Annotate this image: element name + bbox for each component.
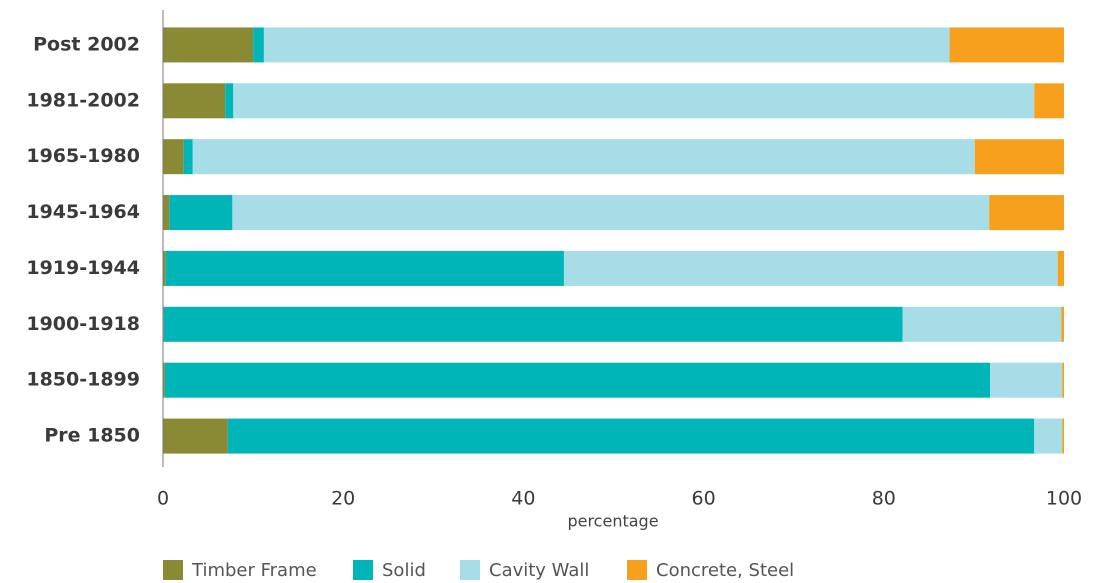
- bar-segment: [169, 195, 233, 231]
- bar-segment: [163, 362, 165, 398]
- bar-segment: [163, 195, 170, 231]
- legend-swatch: [460, 560, 480, 580]
- bar-segment: [164, 362, 991, 398]
- bar-segment: [1062, 362, 1064, 398]
- legend-swatch: [353, 560, 373, 580]
- bar-segment: [163, 306, 903, 342]
- bar-segment: [163, 139, 184, 175]
- bar-segment: [1034, 418, 1063, 454]
- x-tick-label: 60: [692, 488, 716, 510]
- legend-label: Solid: [382, 560, 426, 581]
- bar-segment: [1061, 306, 1064, 342]
- bar-segment: [163, 83, 226, 119]
- bar-segment: [225, 83, 234, 119]
- y-tick-label: 1919-1944: [26, 257, 140, 279]
- legend-swatch: [627, 560, 647, 580]
- bar-segment: [974, 139, 1064, 175]
- bar-segment: [253, 27, 264, 63]
- bar-segment: [233, 83, 1035, 119]
- legend-label: Timber Frame: [191, 560, 317, 581]
- bar-segment: [902, 306, 1062, 342]
- bar-segment: [165, 250, 564, 286]
- bar-segment: [163, 27, 254, 63]
- bar-segment: [163, 418, 228, 454]
- y-tick-label: 1965-1980: [26, 145, 140, 167]
- bar-segment: [563, 250, 1058, 286]
- bar-segment: [163, 250, 166, 286]
- bar-segment: [989, 195, 1064, 231]
- bar-segment: [1057, 250, 1064, 286]
- y-tick-label: Pre 1850: [44, 425, 140, 447]
- x-tick-label: 0: [157, 488, 169, 510]
- x-axis-title: percentage: [567, 512, 658, 531]
- legend-swatch: [163, 560, 183, 580]
- y-tick-label: 1900-1918: [26, 313, 140, 335]
- bar-segment: [949, 27, 1064, 63]
- bar-segment: [227, 418, 1035, 454]
- legend-label: Concrete, Steel: [656, 560, 794, 581]
- bar-segment: [263, 27, 950, 63]
- y-tick-label: 1850-1899: [26, 369, 140, 391]
- bar-segment: [1034, 83, 1064, 119]
- bar-segment: [1062, 418, 1064, 454]
- x-tick-label: 40: [511, 488, 535, 510]
- x-tick-label: 100: [1046, 488, 1082, 510]
- x-tick-label: 20: [331, 488, 355, 510]
- bar-segment: [232, 195, 990, 231]
- y-tick-label: Post 2002: [33, 33, 140, 55]
- y-tick-label: 1945-1964: [26, 201, 140, 223]
- y-tick-label: 1981-2002: [26, 89, 140, 111]
- bar-segment: [990, 362, 1063, 398]
- x-tick-label: 80: [872, 488, 896, 510]
- bar-segment: [192, 139, 975, 175]
- bar-segment: [183, 139, 193, 175]
- legend-label: Cavity Wall: [489, 560, 589, 581]
